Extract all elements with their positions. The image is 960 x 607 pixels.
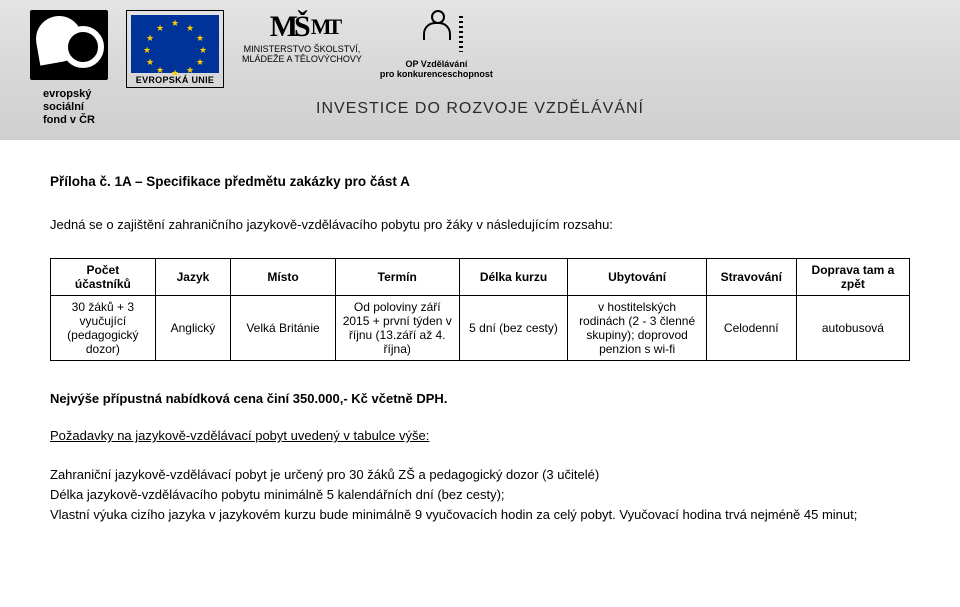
td-term: Od poloviny září 2015 + první týden v ří… <box>335 296 459 361</box>
table-row: 30 žáků + 3 vyučující (pedagogický dozor… <box>51 296 910 361</box>
logo-row: evropský sociální fond v ČR ★★★★★★★★★★★★… <box>0 0 960 100</box>
intro-text: Jedná se o zajištění zahraničního jazyko… <box>50 217 910 232</box>
td-place: Velká Británie <box>231 296 336 361</box>
page-title: Příloha č. 1A – Specifikace předmětu zak… <box>50 174 910 189</box>
opvk-line-2: pro konkurenceschopnost <box>380 70 493 80</box>
th-food: Stravování <box>706 259 796 296</box>
th-term: Termín <box>335 259 459 296</box>
price-line: Nejvýše přípustná nabídková cena činí 35… <box>50 391 910 406</box>
requirements-heading: Požadavky na jazykově-vzdělávací pobyt u… <box>50 428 910 443</box>
msmt-line-2: MLÁDEŽE A TĚLOVÝCHOVY <box>242 55 362 65</box>
td-length: 5 dní (bez cesty) <box>459 296 568 361</box>
req-item: Zahraniční jazykově-vzdělávací pobyt je … <box>50 465 910 485</box>
th-accommodation: Ubytování <box>568 259 706 296</box>
th-participants: Počet účastníků <box>51 259 156 296</box>
esf-icon <box>30 10 108 80</box>
req-item: Vlastní výuka cizího jazyka v jazykovém … <box>50 505 910 525</box>
spec-table: Počet účastníků Jazyk Místo Termín Délka… <box>50 258 910 361</box>
td-food: Celodenní <box>706 296 796 361</box>
eu-logo: ★★★★★★★★★★★★ EVROPSKÁ UNIE <box>126 10 224 88</box>
td-transport: autobusová <box>796 296 909 361</box>
banner-text: INVESTICE DO ROZVOJE VZDĚLÁVÁNÍ <box>0 100 960 128</box>
header-band: evropský sociální fond v ČR ★★★★★★★★★★★★… <box>0 0 960 140</box>
msmt-logo: MŠMT MINISTERSTVO ŠKOLSTVÍ, MLÁDEŽE A TĚ… <box>242 10 362 65</box>
table-header-row: Počet účastníků Jazyk Místo Termín Délka… <box>51 259 910 296</box>
td-participants: 30 žáků + 3 vyučující (pedagogický dozor… <box>51 296 156 361</box>
req-item: Délka jazykově-vzdělávacího pobytu minim… <box>50 485 910 505</box>
td-accommodation: v hostitelských rodinách (2 - 3 členné s… <box>568 296 706 361</box>
eu-flag-icon: ★★★★★★★★★★★★ <box>131 15 219 73</box>
requirements-list: Zahraniční jazykově-vzdělávací pobyt je … <box>50 465 910 525</box>
th-place: Místo <box>231 259 336 296</box>
th-transport: Doprava tam a zpět <box>796 259 909 296</box>
opvk-icon <box>409 10 463 58</box>
th-language: Jazyk <box>155 259 230 296</box>
th-length: Délka kurzu <box>459 259 568 296</box>
document-content: Příloha č. 1A – Specifikace předmětu zak… <box>0 140 960 525</box>
msmt-icon: MŠMT <box>270 10 334 43</box>
td-language: Anglický <box>155 296 230 361</box>
opvk-logo: OP Vzdělávání pro konkurenceschopnost <box>380 10 493 80</box>
